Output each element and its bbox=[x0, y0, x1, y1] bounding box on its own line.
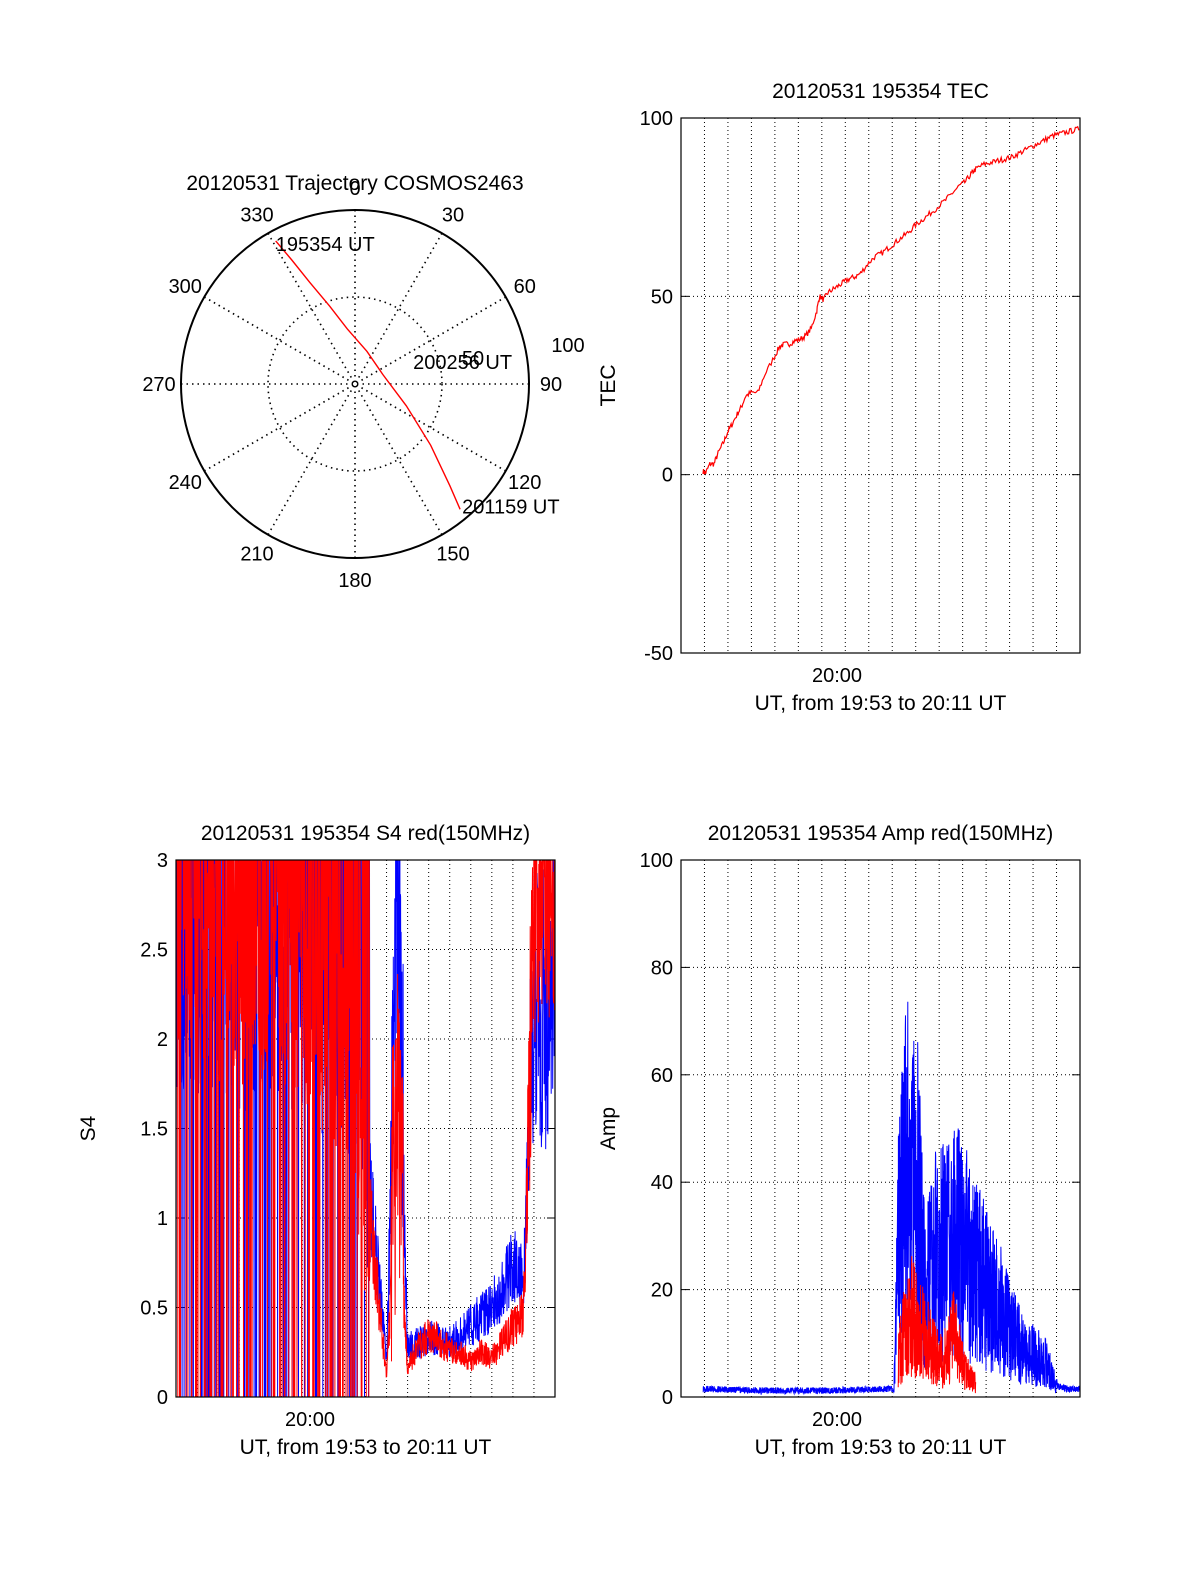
x-axis-label: UT, from 19:53 to 20:11 UT bbox=[240, 1436, 492, 1459]
y-tick-label: 0 bbox=[157, 1387, 168, 1409]
azimuth-label: 0 bbox=[349, 178, 360, 200]
y-tick-label: 100 bbox=[640, 850, 673, 872]
y-tick-label: 100 bbox=[640, 108, 673, 130]
y-axis-label: Amp bbox=[597, 1107, 620, 1150]
s4-red-line bbox=[175, 859, 556, 1398]
amp-red-line bbox=[897, 1256, 977, 1394]
polar-spoke bbox=[267, 232, 443, 536]
radial-label: 50 bbox=[462, 348, 484, 370]
amp-blue-line bbox=[702, 1001, 1081, 1396]
y-axis-label: TEC bbox=[597, 365, 620, 407]
polar-title: 20120531 Trajectory COSMOS2463 bbox=[186, 172, 523, 195]
azimuth-label: 210 bbox=[240, 544, 273, 566]
plot-frame bbox=[175, 859, 556, 1398]
azimuth-label: 240 bbox=[169, 472, 202, 494]
chart-title: 20120531 195354 TEC bbox=[772, 80, 989, 103]
trajectory-line bbox=[275, 240, 461, 510]
azimuth-label: 120 bbox=[508, 472, 541, 494]
tec-line bbox=[702, 125, 1080, 476]
y-tick-label: 20 bbox=[651, 1280, 673, 1302]
polar-spoke bbox=[267, 232, 443, 536]
y-tick-label: 1.5 bbox=[140, 1119, 168, 1141]
trajectory-annotation: 200256 UT bbox=[413, 352, 512, 374]
y-tick-label: 50 bbox=[651, 286, 673, 308]
azimuth-label: 60 bbox=[514, 276, 536, 298]
chart-title: 20120531 195354 S4 red(150MHz) bbox=[201, 822, 530, 845]
chart-panel-amp: 20120531 195354 Amp red(150MHz) 0 20 40 60 80… bbox=[597, 822, 1081, 1459]
y-tick-label: 2 bbox=[157, 1029, 168, 1051]
chart-panel-s4: 20120531 195354 S4 red(150MHz) 0 0.5 1 1.5 2 2… bbox=[77, 822, 556, 1459]
azimuth-label: 330 bbox=[240, 204, 273, 226]
y-tick-label: 80 bbox=[651, 957, 673, 979]
y-tick-label: 0 bbox=[662, 1387, 673, 1409]
azimuth-label: 150 bbox=[436, 544, 469, 566]
x-tick-label: 20:00 bbox=[812, 1409, 862, 1431]
y-tick-label: 2.5 bbox=[140, 940, 168, 962]
y-tick-label: 0 bbox=[662, 465, 673, 487]
azimuth-label: 180 bbox=[338, 570, 371, 592]
azimuth-label: 30 bbox=[442, 204, 464, 226]
trajectory-annotation: 195354 UT bbox=[276, 234, 375, 256]
azimuth-label: 270 bbox=[142, 374, 175, 396]
azimuth-label: 90 bbox=[540, 374, 562, 396]
polar-inner-circle bbox=[267, 296, 443, 472]
y-tick-label: 1 bbox=[157, 1208, 168, 1230]
y-tick-label: 60 bbox=[651, 1065, 673, 1087]
x-tick-label: 20:00 bbox=[285, 1409, 335, 1431]
x-axis-label: UT, from 19:53 to 20:11 UT bbox=[755, 692, 1007, 715]
y-tick-label: 3 bbox=[157, 850, 168, 872]
plot-frame bbox=[680, 859, 1081, 1398]
plot-frame bbox=[680, 117, 1081, 654]
y-tick-label: 0.5 bbox=[140, 1298, 168, 1320]
y-axis-label: S4 bbox=[77, 1115, 100, 1141]
radial-label: 100 bbox=[551, 335, 584, 357]
trajectory-annotation: 201159 UT bbox=[462, 496, 559, 518]
x-tick-label: 20:00 bbox=[812, 665, 862, 687]
y-tick-label: 40 bbox=[651, 1172, 673, 1194]
x-axis-label: UT, from 19:53 to 20:11 UT bbox=[755, 1436, 1007, 1459]
y-tick-label: -50 bbox=[644, 643, 673, 665]
chart-panel-tec: 20120531 195354 TEC 100 50 0 -50 TEC 20:00 UT, … bbox=[597, 80, 1081, 715]
azimuth-label: 300 bbox=[169, 276, 202, 298]
chart-title: 20120531 195354 Amp red(150MHz) bbox=[708, 822, 1054, 845]
